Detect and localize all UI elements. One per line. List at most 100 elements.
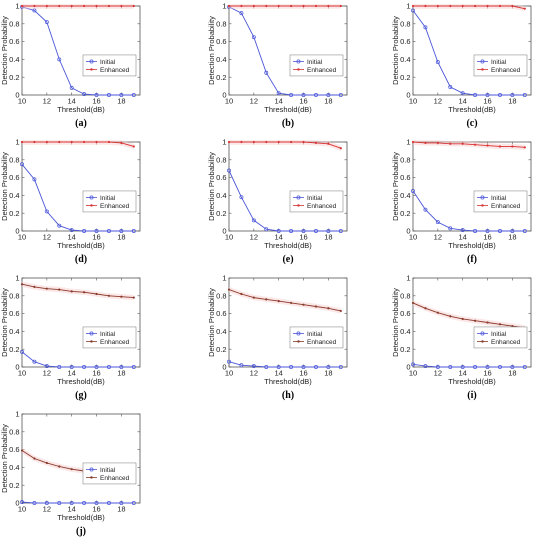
data-point-initial bbox=[251, 35, 256, 40]
data-point-enhanced bbox=[107, 294, 111, 297]
x-tick-label: 14 bbox=[68, 505, 76, 514]
data-point-initial bbox=[301, 229, 306, 233]
data-point-enhanced bbox=[411, 140, 415, 144]
x-tick-label: 14 bbox=[459, 369, 467, 378]
data-point-initial bbox=[69, 501, 74, 505]
plot-area bbox=[228, 277, 348, 368]
plot-area bbox=[228, 141, 348, 232]
y-tick-label: 0.8 bbox=[9, 19, 19, 28]
y-tick-label: 0.4 bbox=[9, 463, 19, 472]
data-point-initial bbox=[94, 93, 99, 97]
data-point-initial bbox=[32, 177, 37, 182]
data-point-initial bbox=[57, 365, 62, 369]
data-point-enhanced bbox=[120, 141, 123, 144]
data-point-initial bbox=[301, 93, 306, 97]
panel-label: (e) bbox=[282, 254, 293, 265]
data-point-enhanced bbox=[449, 142, 452, 145]
legend-marker bbox=[481, 340, 484, 343]
data-point-enhanced bbox=[436, 4, 439, 8]
data-point-enhanced bbox=[339, 147, 342, 150]
legend-marker bbox=[481, 204, 484, 207]
data-point-enhanced bbox=[45, 287, 48, 290]
data-point-initial bbox=[94, 229, 99, 233]
plot-area bbox=[21, 141, 141, 232]
data-point-initial bbox=[448, 85, 453, 89]
x-tick-label: 12 bbox=[250, 97, 258, 106]
x-tick-label: 14 bbox=[459, 97, 467, 106]
data-point-enhanced bbox=[33, 140, 36, 144]
x-axis-label: Threshold(dB) bbox=[264, 105, 312, 114]
chart-panel-c: 10 12 14 16 18 0 0.2 0.4 0.6 0.8 1 Threshold(dB) Det… bbox=[391, 2, 532, 129]
data-point-enhanced bbox=[277, 4, 280, 8]
data-point-enhanced bbox=[252, 140, 255, 144]
data-point-initial bbox=[20, 349, 24, 354]
data-point-enhanced bbox=[265, 4, 268, 8]
y-tick-label: 0 bbox=[15, 227, 19, 236]
series-line-initial bbox=[412, 190, 525, 232]
legend-label-initial: Initial bbox=[491, 59, 507, 66]
plot-area bbox=[412, 277, 532, 368]
x-tick-label: 18 bbox=[324, 233, 332, 242]
data-point-enhanced bbox=[70, 290, 73, 293]
chart-panel-b: 10 12 14 16 18 0 0.2 0.4 0.6 0.8 1 Threshold(dB) Det… bbox=[207, 2, 348, 129]
x-tick-label: 14 bbox=[275, 233, 283, 242]
legend-marker bbox=[89, 195, 94, 200]
y-tick-label: 0.2 bbox=[216, 73, 226, 82]
data-point-enhanced bbox=[95, 292, 98, 296]
legend-box bbox=[289, 190, 344, 213]
y-axis-label: Detection Probability bbox=[207, 152, 216, 221]
plot-area bbox=[412, 141, 532, 232]
legend-box bbox=[473, 190, 528, 213]
panel-label: (d) bbox=[75, 254, 87, 265]
data-point-enhanced bbox=[95, 140, 98, 144]
y-tick-label: 0.6 bbox=[400, 173, 410, 182]
y-tick-label: 0.4 bbox=[400, 191, 410, 200]
data-point-initial bbox=[106, 365, 111, 369]
legend-marker bbox=[297, 204, 300, 207]
y-tick-label: 1 bbox=[222, 138, 226, 147]
data-point-enhanced bbox=[70, 468, 73, 471]
x-tick-label: 14 bbox=[68, 97, 76, 106]
data-point-enhanced bbox=[339, 309, 342, 313]
y-tick-label: 0 bbox=[406, 363, 410, 372]
legend-label-initial: Initial bbox=[307, 195, 323, 202]
data-point-initial bbox=[473, 229, 478, 233]
data-point-enhanced bbox=[302, 140, 305, 144]
data-point-initial bbox=[69, 85, 74, 90]
x-tick-label: 16 bbox=[92, 97, 100, 106]
data-point-initial bbox=[20, 500, 24, 505]
x-tick-label: 16 bbox=[483, 233, 491, 242]
x-tick-label: 12 bbox=[43, 369, 51, 378]
data-point-initial bbox=[423, 364, 428, 369]
y-tick-label: 1 bbox=[222, 274, 226, 283]
y-tick-label: 0.8 bbox=[216, 291, 226, 300]
data-point-enhanced bbox=[302, 4, 305, 8]
y-tick-label: 0 bbox=[15, 91, 19, 100]
x-tick-label: 16 bbox=[299, 233, 307, 242]
data-point-enhanced bbox=[83, 4, 86, 8]
plot-area bbox=[21, 277, 141, 368]
data-point-enhanced bbox=[252, 4, 255, 8]
data-point-initial bbox=[313, 365, 318, 369]
data-point-initial bbox=[326, 229, 331, 233]
data-point-initial bbox=[94, 501, 99, 505]
data-point-initial bbox=[522, 93, 527, 97]
y-axis-label: Detection Probability bbox=[391, 288, 400, 357]
data-point-enhanced bbox=[498, 4, 502, 8]
data-point-enhanced bbox=[290, 301, 293, 305]
data-point-enhanced bbox=[33, 457, 36, 460]
data-point-initial bbox=[119, 93, 124, 97]
legend-marker bbox=[297, 68, 300, 71]
y-tick-label: 0.2 bbox=[9, 345, 19, 354]
legend-marker bbox=[297, 340, 300, 343]
data-point-enhanced bbox=[132, 296, 135, 299]
legend-box bbox=[82, 326, 137, 349]
data-point-initial bbox=[448, 226, 453, 231]
data-point-enhanced bbox=[277, 300, 280, 303]
data-point-enhanced bbox=[132, 145, 135, 148]
y-tick-label: 0 bbox=[15, 499, 19, 508]
